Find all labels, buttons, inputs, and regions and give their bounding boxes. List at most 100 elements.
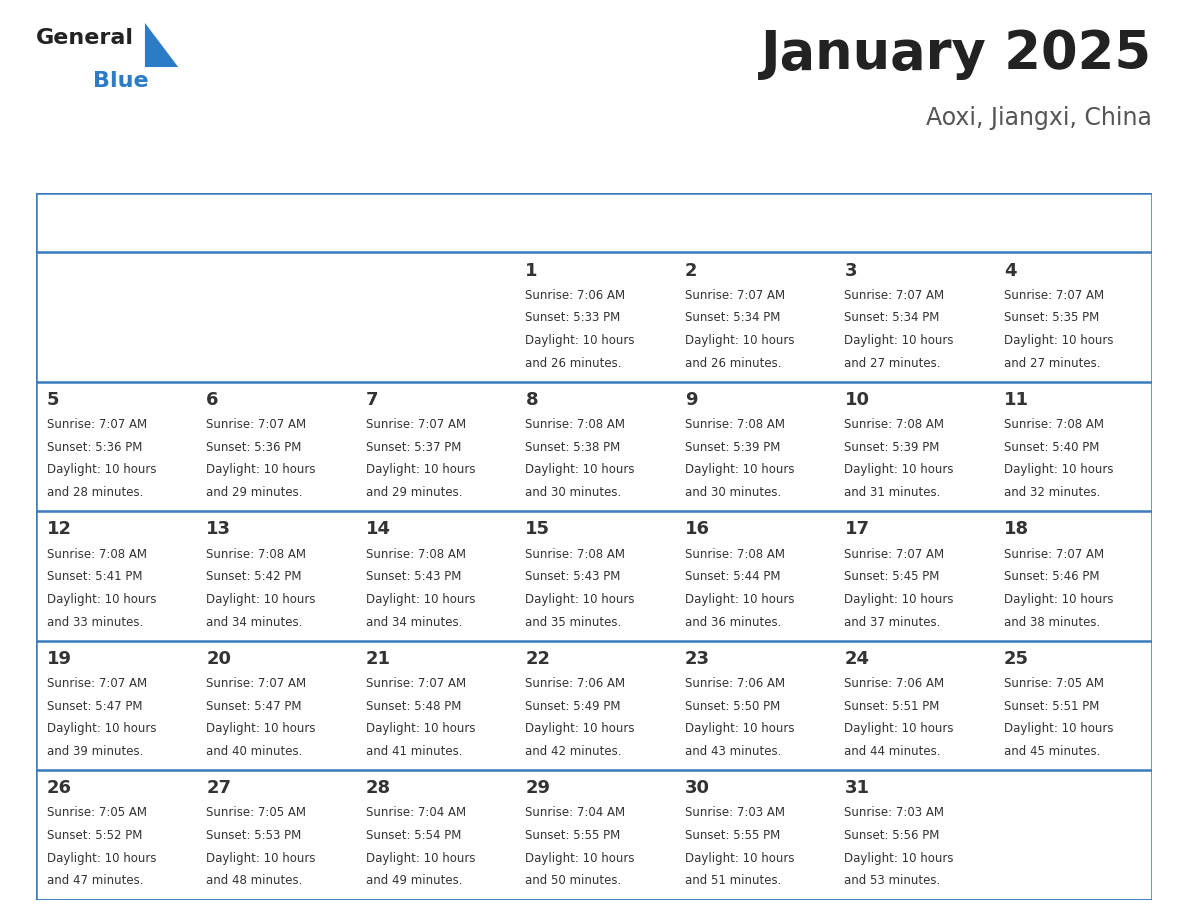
- Text: Daylight: 10 hours: Daylight: 10 hours: [1004, 722, 1113, 735]
- Text: 11: 11: [1004, 391, 1029, 409]
- Text: and 26 minutes.: and 26 minutes.: [685, 357, 782, 370]
- Text: 27: 27: [207, 779, 232, 797]
- Text: Daylight: 10 hours: Daylight: 10 hours: [525, 334, 634, 347]
- Text: Sunrise: 7:07 AM: Sunrise: 7:07 AM: [366, 418, 466, 431]
- Text: Sunrise: 7:07 AM: Sunrise: 7:07 AM: [207, 677, 307, 690]
- Text: Sunrise: 7:08 AM: Sunrise: 7:08 AM: [845, 418, 944, 431]
- Text: Sunset: 5:51 PM: Sunset: 5:51 PM: [1004, 700, 1099, 712]
- Text: Sunset: 5:44 PM: Sunset: 5:44 PM: [685, 570, 781, 583]
- Text: Daylight: 10 hours: Daylight: 10 hours: [1004, 593, 1113, 606]
- Text: and 30 minutes.: and 30 minutes.: [685, 487, 782, 499]
- Text: 8: 8: [525, 391, 538, 409]
- Text: Sunrise: 7:08 AM: Sunrise: 7:08 AM: [366, 547, 466, 561]
- Text: Sunrise: 7:07 AM: Sunrise: 7:07 AM: [207, 418, 307, 431]
- Text: and 41 minutes.: and 41 minutes.: [366, 745, 462, 758]
- Text: 24: 24: [845, 650, 870, 667]
- Text: 18: 18: [1004, 521, 1029, 538]
- Text: Sunrise: 7:05 AM: Sunrise: 7:05 AM: [207, 806, 307, 820]
- Text: and 28 minutes.: and 28 minutes.: [46, 487, 144, 499]
- Text: 10: 10: [845, 391, 870, 409]
- Text: Sunset: 5:34 PM: Sunset: 5:34 PM: [845, 311, 940, 324]
- Text: Daylight: 10 hours: Daylight: 10 hours: [525, 593, 634, 606]
- Text: and 29 minutes.: and 29 minutes.: [207, 487, 303, 499]
- Text: Sunset: 5:52 PM: Sunset: 5:52 PM: [46, 829, 143, 842]
- Text: Daylight: 10 hours: Daylight: 10 hours: [525, 722, 634, 735]
- Text: Sunset: 5:40 PM: Sunset: 5:40 PM: [1004, 441, 1099, 453]
- Text: Blue: Blue: [93, 71, 148, 91]
- Text: 5: 5: [46, 391, 59, 409]
- Text: Sunrise: 7:04 AM: Sunrise: 7:04 AM: [366, 806, 466, 820]
- Text: Sunrise: 7:06 AM: Sunrise: 7:06 AM: [845, 677, 944, 690]
- Text: Sunrise: 7:08 AM: Sunrise: 7:08 AM: [46, 547, 147, 561]
- Text: Friday: Friday: [845, 215, 897, 230]
- Text: Thursday: Thursday: [685, 215, 764, 230]
- Text: 7: 7: [366, 391, 378, 409]
- Text: 3: 3: [845, 262, 857, 279]
- Text: Sunset: 5:45 PM: Sunset: 5:45 PM: [845, 570, 940, 583]
- Text: Sunset: 5:51 PM: Sunset: 5:51 PM: [845, 700, 940, 712]
- Text: and 36 minutes.: and 36 minutes.: [685, 616, 782, 629]
- Text: 12: 12: [46, 521, 71, 538]
- Text: Daylight: 10 hours: Daylight: 10 hours: [207, 593, 316, 606]
- Text: Wednesday: Wednesday: [525, 215, 624, 230]
- Text: and 42 minutes.: and 42 minutes.: [525, 745, 621, 758]
- Text: Sunset: 5:56 PM: Sunset: 5:56 PM: [845, 829, 940, 842]
- Text: and 35 minutes.: and 35 minutes.: [525, 616, 621, 629]
- Text: Daylight: 10 hours: Daylight: 10 hours: [46, 464, 157, 476]
- Text: Sunrise: 7:08 AM: Sunrise: 7:08 AM: [1004, 418, 1104, 431]
- Text: and 48 minutes.: and 48 minutes.: [207, 875, 303, 888]
- Text: Monday: Monday: [207, 215, 273, 230]
- Text: Daylight: 10 hours: Daylight: 10 hours: [207, 722, 316, 735]
- Text: Daylight: 10 hours: Daylight: 10 hours: [46, 852, 157, 865]
- Text: Sunrise: 7:04 AM: Sunrise: 7:04 AM: [525, 806, 626, 820]
- Text: and 26 minutes.: and 26 minutes.: [525, 357, 621, 370]
- Text: 29: 29: [525, 779, 550, 797]
- Text: 23: 23: [685, 650, 710, 667]
- Text: Sunrise: 7:07 AM: Sunrise: 7:07 AM: [46, 418, 147, 431]
- Text: Daylight: 10 hours: Daylight: 10 hours: [845, 334, 954, 347]
- Text: and 43 minutes.: and 43 minutes.: [685, 745, 782, 758]
- Text: and 30 minutes.: and 30 minutes.: [525, 487, 621, 499]
- Text: Sunset: 5:38 PM: Sunset: 5:38 PM: [525, 441, 620, 453]
- Text: Sunset: 5:50 PM: Sunset: 5:50 PM: [685, 700, 781, 712]
- Text: Sunrise: 7:07 AM: Sunrise: 7:07 AM: [1004, 547, 1104, 561]
- Text: Daylight: 10 hours: Daylight: 10 hours: [845, 593, 954, 606]
- Text: and 44 minutes.: and 44 minutes.: [845, 745, 941, 758]
- Text: Sunrise: 7:07 AM: Sunrise: 7:07 AM: [1004, 288, 1104, 302]
- Text: Sunrise: 7:07 AM: Sunrise: 7:07 AM: [366, 677, 466, 690]
- Text: and 27 minutes.: and 27 minutes.: [845, 357, 941, 370]
- Text: Sunset: 5:55 PM: Sunset: 5:55 PM: [685, 829, 781, 842]
- Text: Sunrise: 7:03 AM: Sunrise: 7:03 AM: [845, 806, 944, 820]
- Text: Sunrise: 7:08 AM: Sunrise: 7:08 AM: [685, 418, 785, 431]
- Text: 21: 21: [366, 650, 391, 667]
- Text: and 38 minutes.: and 38 minutes.: [1004, 616, 1100, 629]
- Text: and 51 minutes.: and 51 minutes.: [685, 875, 782, 888]
- Text: 17: 17: [845, 521, 870, 538]
- Text: and 31 minutes.: and 31 minutes.: [845, 487, 941, 499]
- Text: Aoxi, Jiangxi, China: Aoxi, Jiangxi, China: [927, 106, 1152, 129]
- Text: Saturday: Saturday: [1004, 215, 1082, 230]
- Text: and 49 minutes.: and 49 minutes.: [366, 875, 462, 888]
- Text: Sunrise: 7:05 AM: Sunrise: 7:05 AM: [1004, 677, 1104, 690]
- Text: Daylight: 10 hours: Daylight: 10 hours: [845, 464, 954, 476]
- Text: Sunset: 5:47 PM: Sunset: 5:47 PM: [46, 700, 143, 712]
- Text: Sunset: 5:54 PM: Sunset: 5:54 PM: [366, 829, 461, 842]
- Text: Sunrise: 7:07 AM: Sunrise: 7:07 AM: [685, 288, 785, 302]
- Text: Sunrise: 7:07 AM: Sunrise: 7:07 AM: [845, 288, 944, 302]
- Text: Sunset: 5:43 PM: Sunset: 5:43 PM: [525, 570, 621, 583]
- Text: Daylight: 10 hours: Daylight: 10 hours: [207, 852, 316, 865]
- Text: and 32 minutes.: and 32 minutes.: [1004, 487, 1100, 499]
- Text: Sunrise: 7:06 AM: Sunrise: 7:06 AM: [525, 288, 626, 302]
- Text: 14: 14: [366, 521, 391, 538]
- Text: and 47 minutes.: and 47 minutes.: [46, 875, 144, 888]
- Text: General: General: [36, 28, 133, 48]
- Text: 9: 9: [685, 391, 697, 409]
- Text: Sunset: 5:41 PM: Sunset: 5:41 PM: [46, 570, 143, 583]
- Text: Daylight: 10 hours: Daylight: 10 hours: [366, 593, 475, 606]
- Text: Sunset: 5:53 PM: Sunset: 5:53 PM: [207, 829, 302, 842]
- Text: Daylight: 10 hours: Daylight: 10 hours: [1004, 334, 1113, 347]
- Text: 1: 1: [525, 262, 538, 279]
- Text: Daylight: 10 hours: Daylight: 10 hours: [685, 593, 795, 606]
- Text: Daylight: 10 hours: Daylight: 10 hours: [366, 852, 475, 865]
- Text: 30: 30: [685, 779, 710, 797]
